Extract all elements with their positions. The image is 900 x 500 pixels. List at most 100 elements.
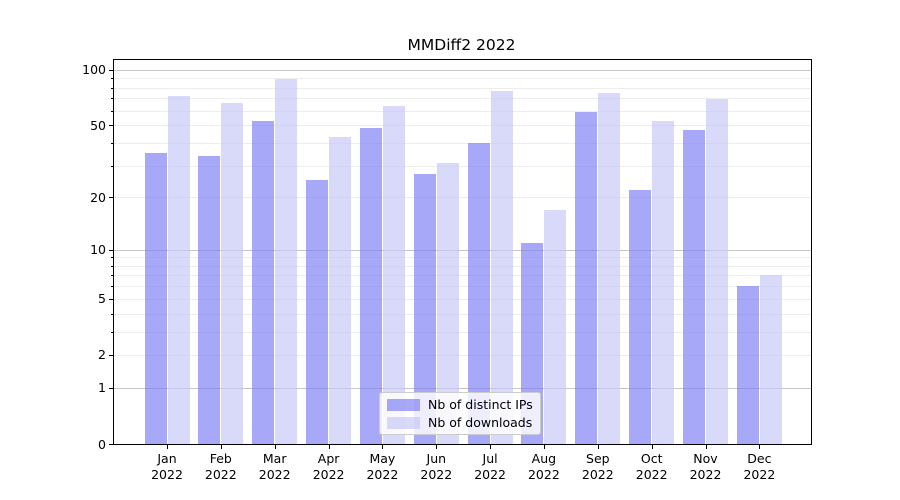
gridline-minor-60 [114, 110, 811, 112]
y-tick-label-100: 100 [82, 62, 106, 78]
x-tick-label-jan-2022: Jan 2022 [151, 451, 183, 482]
x-tick-label-apr-2022: Apr 2022 [312, 451, 345, 482]
x-tick-oct-2022 [651, 444, 653, 449]
gridline-minor-2 [114, 354, 811, 356]
y-tick-100 [109, 69, 114, 71]
gridline-minor-70 [114, 98, 811, 100]
downloads-bar-may-2022 [382, 105, 405, 444]
downloads-bar-feb-2022 [221, 103, 244, 444]
y-tick-5 [109, 298, 114, 300]
x-tick-apr-2022 [328, 444, 330, 449]
x-tick-label-dec-2022: Dec 2022 [743, 451, 776, 482]
y-minor-tick-40 [111, 142, 114, 144]
x-tick-jul-2022 [490, 444, 492, 449]
x-tick-label-jun-2022: Jun 2022 [420, 451, 453, 482]
y-minor-tick-8 [111, 265, 114, 267]
x-tick-jun-2022 [436, 444, 438, 449]
distinct-ips-bar-oct-2022 [629, 189, 652, 444]
gridline-minor-80 [114, 87, 811, 89]
distinct-ips-bar-may-2022 [359, 128, 382, 444]
y-minor-tick-60 [111, 110, 114, 112]
distinct-ips-bar-jul-2022 [467, 142, 490, 444]
x-tick-label-oct-2022: Oct 2022 [635, 451, 668, 482]
y-tick-20 [109, 197, 114, 199]
gridline-minor-8 [114, 265, 811, 267]
x-tick-mar-2022 [274, 444, 276, 449]
y-minor-tick-30 [111, 165, 114, 167]
legend-label-downloads: Nb of downloads [428, 414, 533, 430]
y-tick-0 [109, 444, 114, 445]
y-minor-tick-3 [111, 331, 114, 333]
y-minor-tick-9 [111, 257, 114, 259]
legend-entry-distinct-ips: Nb of distinct IPs [387, 396, 540, 412]
gridline-minor-3 [114, 331, 811, 333]
downloads-bar-aug-2022 [544, 209, 567, 444]
y-tick-label-20: 20 [90, 189, 106, 205]
legend: Nb of distinct IPs Nb of downloads [379, 392, 541, 435]
x-tick-aug-2022 [543, 444, 545, 449]
y-tick-10 [109, 249, 114, 251]
x-tick-feb-2022 [220, 444, 222, 449]
x-tick-label-sep-2022: Sep 2022 [581, 451, 614, 482]
y-tick-label-10: 10 [90, 242, 106, 257]
chart-title: MMDiff2 2022 [407, 36, 516, 54]
x-tick-label-feb-2022: Feb 2022 [204, 451, 237, 482]
gridline-major-10 [114, 249, 811, 251]
gridline-minor-90 [114, 78, 811, 80]
x-tick-label-jul-2022: Jul 2022 [474, 451, 506, 482]
downloads-bar-mar-2022 [275, 79, 298, 444]
x-tick-nov-2022 [705, 444, 707, 449]
x-tick-label-aug-2022: Aug 2022 [527, 451, 560, 482]
downloads-bar-jun-2022 [436, 162, 459, 444]
distinct-ips-bar-apr-2022 [306, 179, 329, 444]
downloads-bar-sep-2022 [598, 92, 621, 444]
x-tick-may-2022 [382, 444, 384, 449]
gridline-minor-6 [114, 286, 811, 288]
y-tick-2 [109, 354, 114, 356]
distinct-ips-bar-feb-2022 [198, 155, 221, 444]
legend-swatch-downloads [387, 416, 420, 429]
gridline-minor-20 [114, 197, 811, 199]
x-tick-label-may-2022: May 2022 [366, 451, 399, 482]
gridline-major-1 [114, 387, 811, 389]
x-tick-label-nov-2022: Nov 2022 [689, 451, 722, 482]
distinct-ips-bar-mar-2022 [252, 120, 275, 444]
gridline-minor-7 [114, 275, 811, 277]
gridline-minor-5 [114, 298, 811, 300]
plot-area: 100 50 20 10 5 2 1 0 Jan 2022 Feb 2022 Mar 2022 Apr… [82, 59, 812, 482]
y-minor-tick-70 [111, 98, 114, 100]
downloads-bar-oct-2022 [652, 120, 675, 444]
y-tick-1 [109, 387, 114, 389]
distinct-ips-bar-jan-2022 [144, 153, 167, 444]
legend-label-distinct-ips: Nb of distinct IPs [428, 396, 533, 412]
x-tick-sep-2022 [597, 444, 599, 449]
x-tick-dec-2022 [759, 444, 761, 449]
downloads-bar-dec-2022 [759, 275, 782, 444]
distinct-ips-bar-nov-2022 [683, 130, 705, 444]
y-tick-label-5: 5 [98, 291, 106, 307]
y-minor-tick-80 [111, 87, 114, 89]
distinct-ips-bar-jun-2022 [413, 173, 436, 444]
gridline-major-100 [114, 69, 811, 71]
y-minor-tick-7 [111, 275, 114, 277]
downloads-bar-apr-2022 [329, 137, 352, 444]
distinct-ips-bar-sep-2022 [575, 111, 598, 444]
y-tick-label-2: 2 [98, 347, 106, 363]
downloads-bar-jan-2022 [167, 96, 190, 444]
y-tick-label-50: 50 [90, 117, 106, 133]
y-tick-label-1: 1 [98, 380, 106, 396]
gridline-minor-30 [114, 165, 811, 167]
y-tick-50 [109, 125, 114, 127]
x-tick-jan-2022 [167, 444, 168, 449]
legend-swatch-distinct-ips [387, 398, 420, 411]
x-tick-label-mar-2022: Mar 2022 [258, 451, 291, 482]
legend-entry-downloads: Nb of downloads [387, 414, 540, 430]
distinct-ips-bar-dec-2022 [736, 286, 759, 444]
downloads-bar-jul-2022 [490, 90, 513, 444]
gridline-minor-50 [114, 125, 811, 127]
gridline-minor-4 [114, 313, 811, 315]
y-minor-tick-90 [111, 78, 114, 80]
y-minor-tick-6 [111, 286, 114, 288]
downloads-bar-nov-2022 [706, 99, 728, 444]
